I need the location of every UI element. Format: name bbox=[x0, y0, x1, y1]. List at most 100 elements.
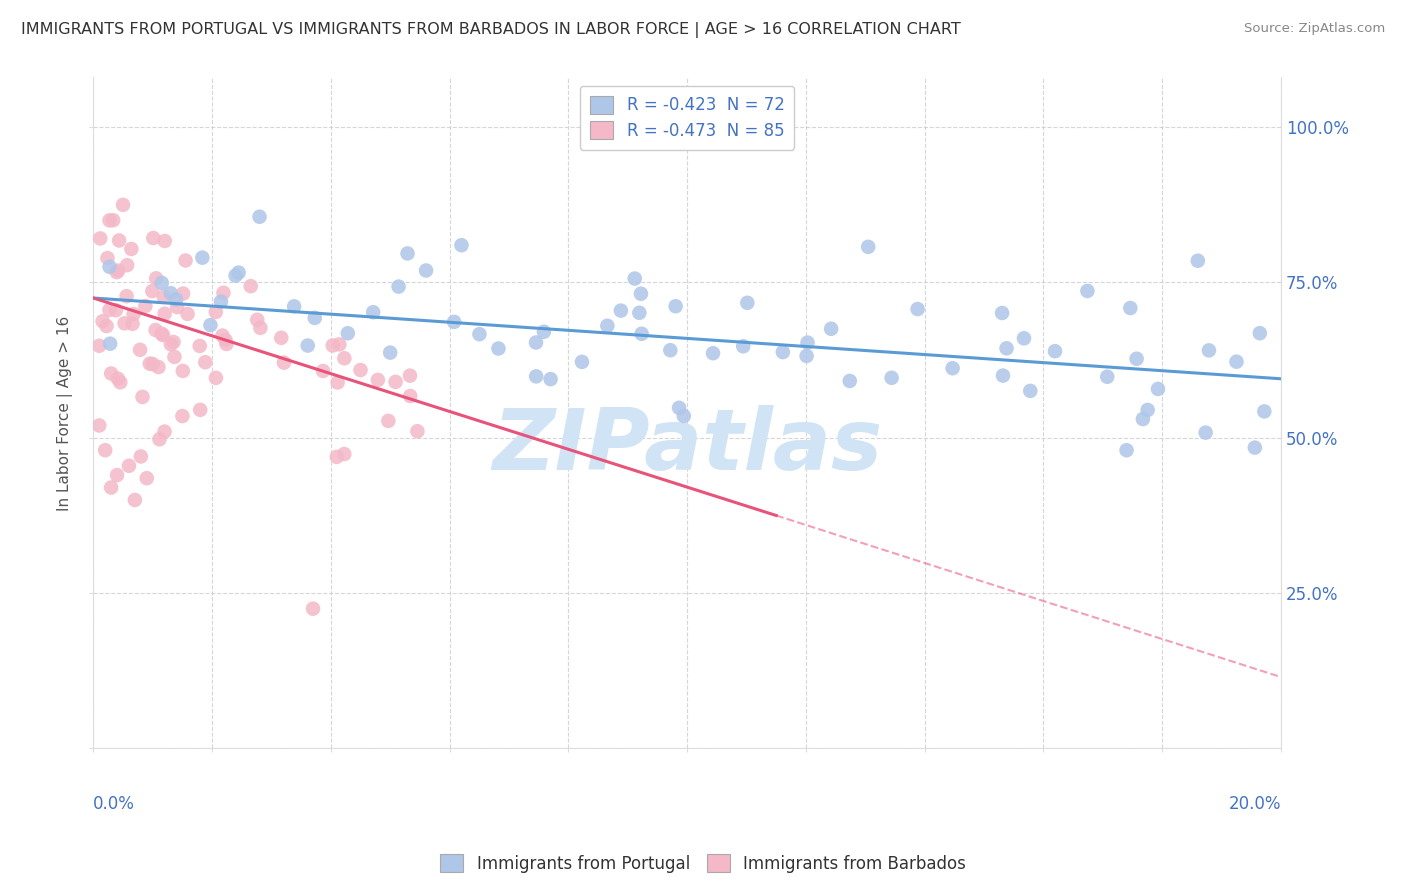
Point bbox=[1012, 331, 1035, 345]
Point bbox=[328, 337, 350, 351]
Point bbox=[111, 198, 134, 212]
Point bbox=[571, 355, 593, 369]
Point bbox=[191, 251, 214, 265]
Point bbox=[387, 279, 409, 293]
Point bbox=[96, 251, 118, 265]
Point bbox=[1243, 441, 1265, 455]
Point bbox=[326, 450, 349, 464]
Point bbox=[336, 326, 359, 341]
Point bbox=[540, 372, 562, 386]
Point bbox=[139, 357, 162, 371]
Point bbox=[1115, 443, 1137, 458]
Point bbox=[131, 390, 153, 404]
Point bbox=[772, 345, 794, 359]
Point bbox=[1097, 369, 1119, 384]
Point bbox=[304, 310, 326, 325]
Point bbox=[297, 338, 319, 352]
Point bbox=[384, 375, 406, 389]
Point bbox=[148, 432, 170, 446]
Legend: Immigrants from Portugal, Immigrants from Barbados: Immigrants from Portugal, Immigrants fro… bbox=[433, 847, 973, 880]
Point bbox=[367, 373, 389, 387]
Point bbox=[838, 374, 860, 388]
Point bbox=[105, 468, 128, 483]
Point bbox=[98, 336, 121, 351]
Point bbox=[142, 357, 165, 371]
Point bbox=[115, 258, 138, 272]
Point bbox=[172, 286, 194, 301]
Point bbox=[225, 268, 247, 283]
Point bbox=[91, 314, 114, 328]
Point bbox=[104, 303, 127, 318]
Point bbox=[1187, 253, 1209, 268]
Point bbox=[270, 331, 292, 345]
Point bbox=[322, 338, 344, 352]
Point bbox=[333, 351, 356, 366]
Point bbox=[228, 266, 250, 280]
Point bbox=[122, 307, 145, 321]
Point bbox=[98, 213, 121, 227]
Point bbox=[991, 306, 1014, 320]
Point bbox=[120, 242, 142, 256]
Point bbox=[188, 402, 211, 417]
Point bbox=[165, 293, 187, 307]
Point bbox=[200, 318, 222, 333]
Point bbox=[89, 339, 111, 353]
Point bbox=[668, 401, 690, 415]
Point bbox=[796, 335, 818, 350]
Point bbox=[194, 355, 217, 369]
Point bbox=[108, 234, 131, 248]
Point bbox=[796, 349, 818, 363]
Point bbox=[630, 286, 652, 301]
Point bbox=[160, 337, 183, 351]
Point bbox=[115, 289, 138, 303]
Point bbox=[380, 345, 402, 359]
Point bbox=[326, 376, 349, 390]
Point bbox=[166, 300, 188, 314]
Point bbox=[129, 450, 152, 464]
Point bbox=[333, 447, 356, 461]
Point bbox=[1043, 344, 1066, 359]
Point bbox=[1253, 404, 1275, 418]
Point bbox=[524, 369, 547, 384]
Point bbox=[153, 234, 176, 248]
Point bbox=[124, 492, 146, 507]
Text: 0.0%: 0.0% bbox=[93, 796, 135, 814]
Point bbox=[145, 271, 167, 285]
Point bbox=[1076, 284, 1098, 298]
Point bbox=[163, 350, 186, 364]
Point bbox=[152, 328, 174, 343]
Y-axis label: In Labor Force | Age > 16: In Labor Force | Age > 16 bbox=[58, 316, 73, 510]
Point bbox=[524, 335, 547, 350]
Legend: R = -0.423  N = 72, R = -0.473  N = 85: R = -0.423 N = 72, R = -0.473 N = 85 bbox=[579, 86, 794, 150]
Point bbox=[204, 305, 226, 319]
Point bbox=[114, 316, 136, 330]
Point bbox=[312, 364, 335, 378]
Point bbox=[174, 253, 197, 268]
Point bbox=[399, 389, 422, 403]
Text: IMMIGRANTS FROM PORTUGAL VS IMMIGRANTS FROM BARBADOS IN LABOR FORCE | AGE > 16 C: IMMIGRANTS FROM PORTUGAL VS IMMIGRANTS F… bbox=[21, 22, 960, 38]
Point bbox=[396, 246, 419, 260]
Point bbox=[239, 279, 262, 293]
Point bbox=[135, 471, 157, 485]
Point bbox=[176, 307, 198, 321]
Point bbox=[820, 322, 842, 336]
Point bbox=[96, 319, 118, 334]
Point bbox=[150, 326, 173, 341]
Point bbox=[702, 346, 724, 360]
Point bbox=[1132, 412, 1154, 426]
Point bbox=[630, 326, 652, 341]
Point bbox=[665, 299, 688, 313]
Point bbox=[162, 334, 184, 349]
Point bbox=[1249, 326, 1271, 341]
Point bbox=[659, 343, 682, 358]
Point bbox=[159, 286, 181, 301]
Point bbox=[880, 371, 903, 385]
Point bbox=[733, 339, 755, 353]
Text: ZIPatlas: ZIPatlas bbox=[492, 405, 882, 488]
Point bbox=[991, 368, 1014, 383]
Point bbox=[134, 299, 156, 313]
Point bbox=[209, 294, 232, 309]
Point bbox=[1147, 382, 1170, 396]
Point bbox=[98, 260, 121, 274]
Point bbox=[172, 409, 194, 423]
